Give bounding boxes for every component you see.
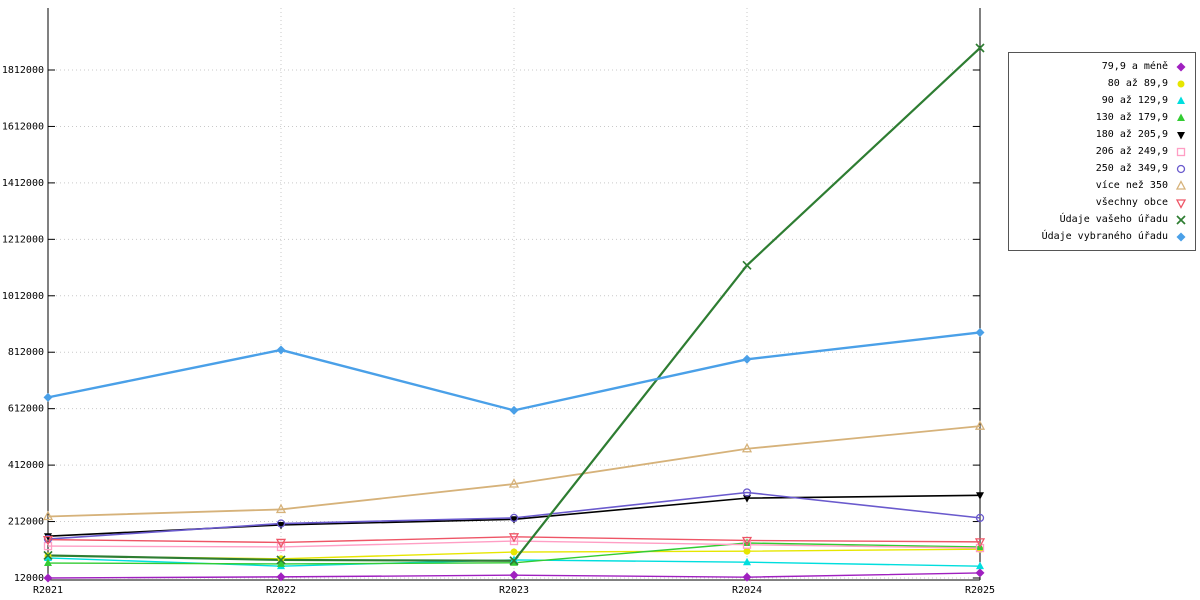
legend-item: všechny obce [1013, 194, 1189, 211]
legend-label: 90 až 129,9 [1101, 95, 1168, 106]
legend-item: 90 až 129,9 [1013, 92, 1189, 109]
legend-marker-triangle [1173, 112, 1189, 124]
legend-label: 130 až 179,9 [1095, 112, 1168, 123]
legend-label: všechny obce [1095, 197, 1168, 208]
y-tick-label: 212000 [8, 517, 44, 528]
y-tick-label: 1212000 [2, 234, 44, 245]
legend-marker-diamond [1173, 61, 1189, 73]
y-tick-label: 412000 [8, 460, 44, 471]
legend-marker-triangle-down-open [1173, 197, 1189, 209]
legend-label: 79,9 a méně [1101, 61, 1168, 72]
legend-item: 250 až 349,9 [1013, 160, 1189, 177]
legend: 79,9 a méně 80 až 89,9 90 až 129,9 130 až 1… [1008, 52, 1196, 251]
legend-item: 130 až 179,9 [1013, 109, 1189, 126]
legend-item: Údaje vašeho úřadu [1013, 211, 1189, 228]
y-tick-label: 1812000 [2, 65, 44, 76]
legend-label: 180 až 205,9 [1095, 129, 1168, 140]
legend-marker-circle [1173, 78, 1189, 90]
x-tick-label: R2023 [499, 585, 529, 596]
y-tick-label: 612000 [8, 404, 44, 415]
y-tick-label: 1412000 [2, 178, 44, 189]
legend-marker-square-open [1173, 146, 1189, 158]
legend-marker-triangle [1173, 95, 1189, 107]
legend-marker-x [1173, 214, 1189, 226]
legend-label: Údaje vašeho úřadu [1059, 214, 1168, 225]
y-tick-label: 812000 [8, 347, 44, 358]
series-line [47, 536, 981, 544]
legend-marker-triangle-down [1173, 129, 1189, 141]
legend-label: 80 až 89,9 [1107, 78, 1168, 89]
y-tick-label: 1012000 [2, 291, 44, 302]
y-tick-label: 12000 [14, 573, 44, 584]
legend-label: 206 až 249,9 [1095, 146, 1168, 157]
x-tick-label: R2024 [732, 585, 762, 596]
series-line [47, 425, 981, 518]
legend-item: více než 350 [1013, 177, 1189, 194]
legend-marker-diamond [1173, 231, 1189, 243]
legend-label: 250 až 349,9 [1095, 163, 1168, 174]
legend-item: 206 až 249,9 [1013, 143, 1189, 160]
legend-item: 80 až 89,9 [1013, 75, 1189, 92]
legend-item: 79,9 a méně [1013, 58, 1189, 75]
legend-label: Údaje vybraného úřadu [1041, 231, 1168, 242]
legend-item: Údaje vybraného úřadu [1013, 228, 1189, 245]
legend-item: 180 až 205,9 [1013, 126, 1189, 143]
y-tick-label: 1612000 [2, 121, 44, 132]
x-tick-label: R2021 [33, 585, 63, 596]
legend-marker-circle-open [1173, 163, 1189, 175]
legend-label: více než 350 [1095, 180, 1168, 191]
legend-marker-triangle-open [1173, 179, 1189, 192]
x-tick-label: R2022 [266, 585, 296, 596]
x-tick-label: R2025 [965, 585, 995, 596]
